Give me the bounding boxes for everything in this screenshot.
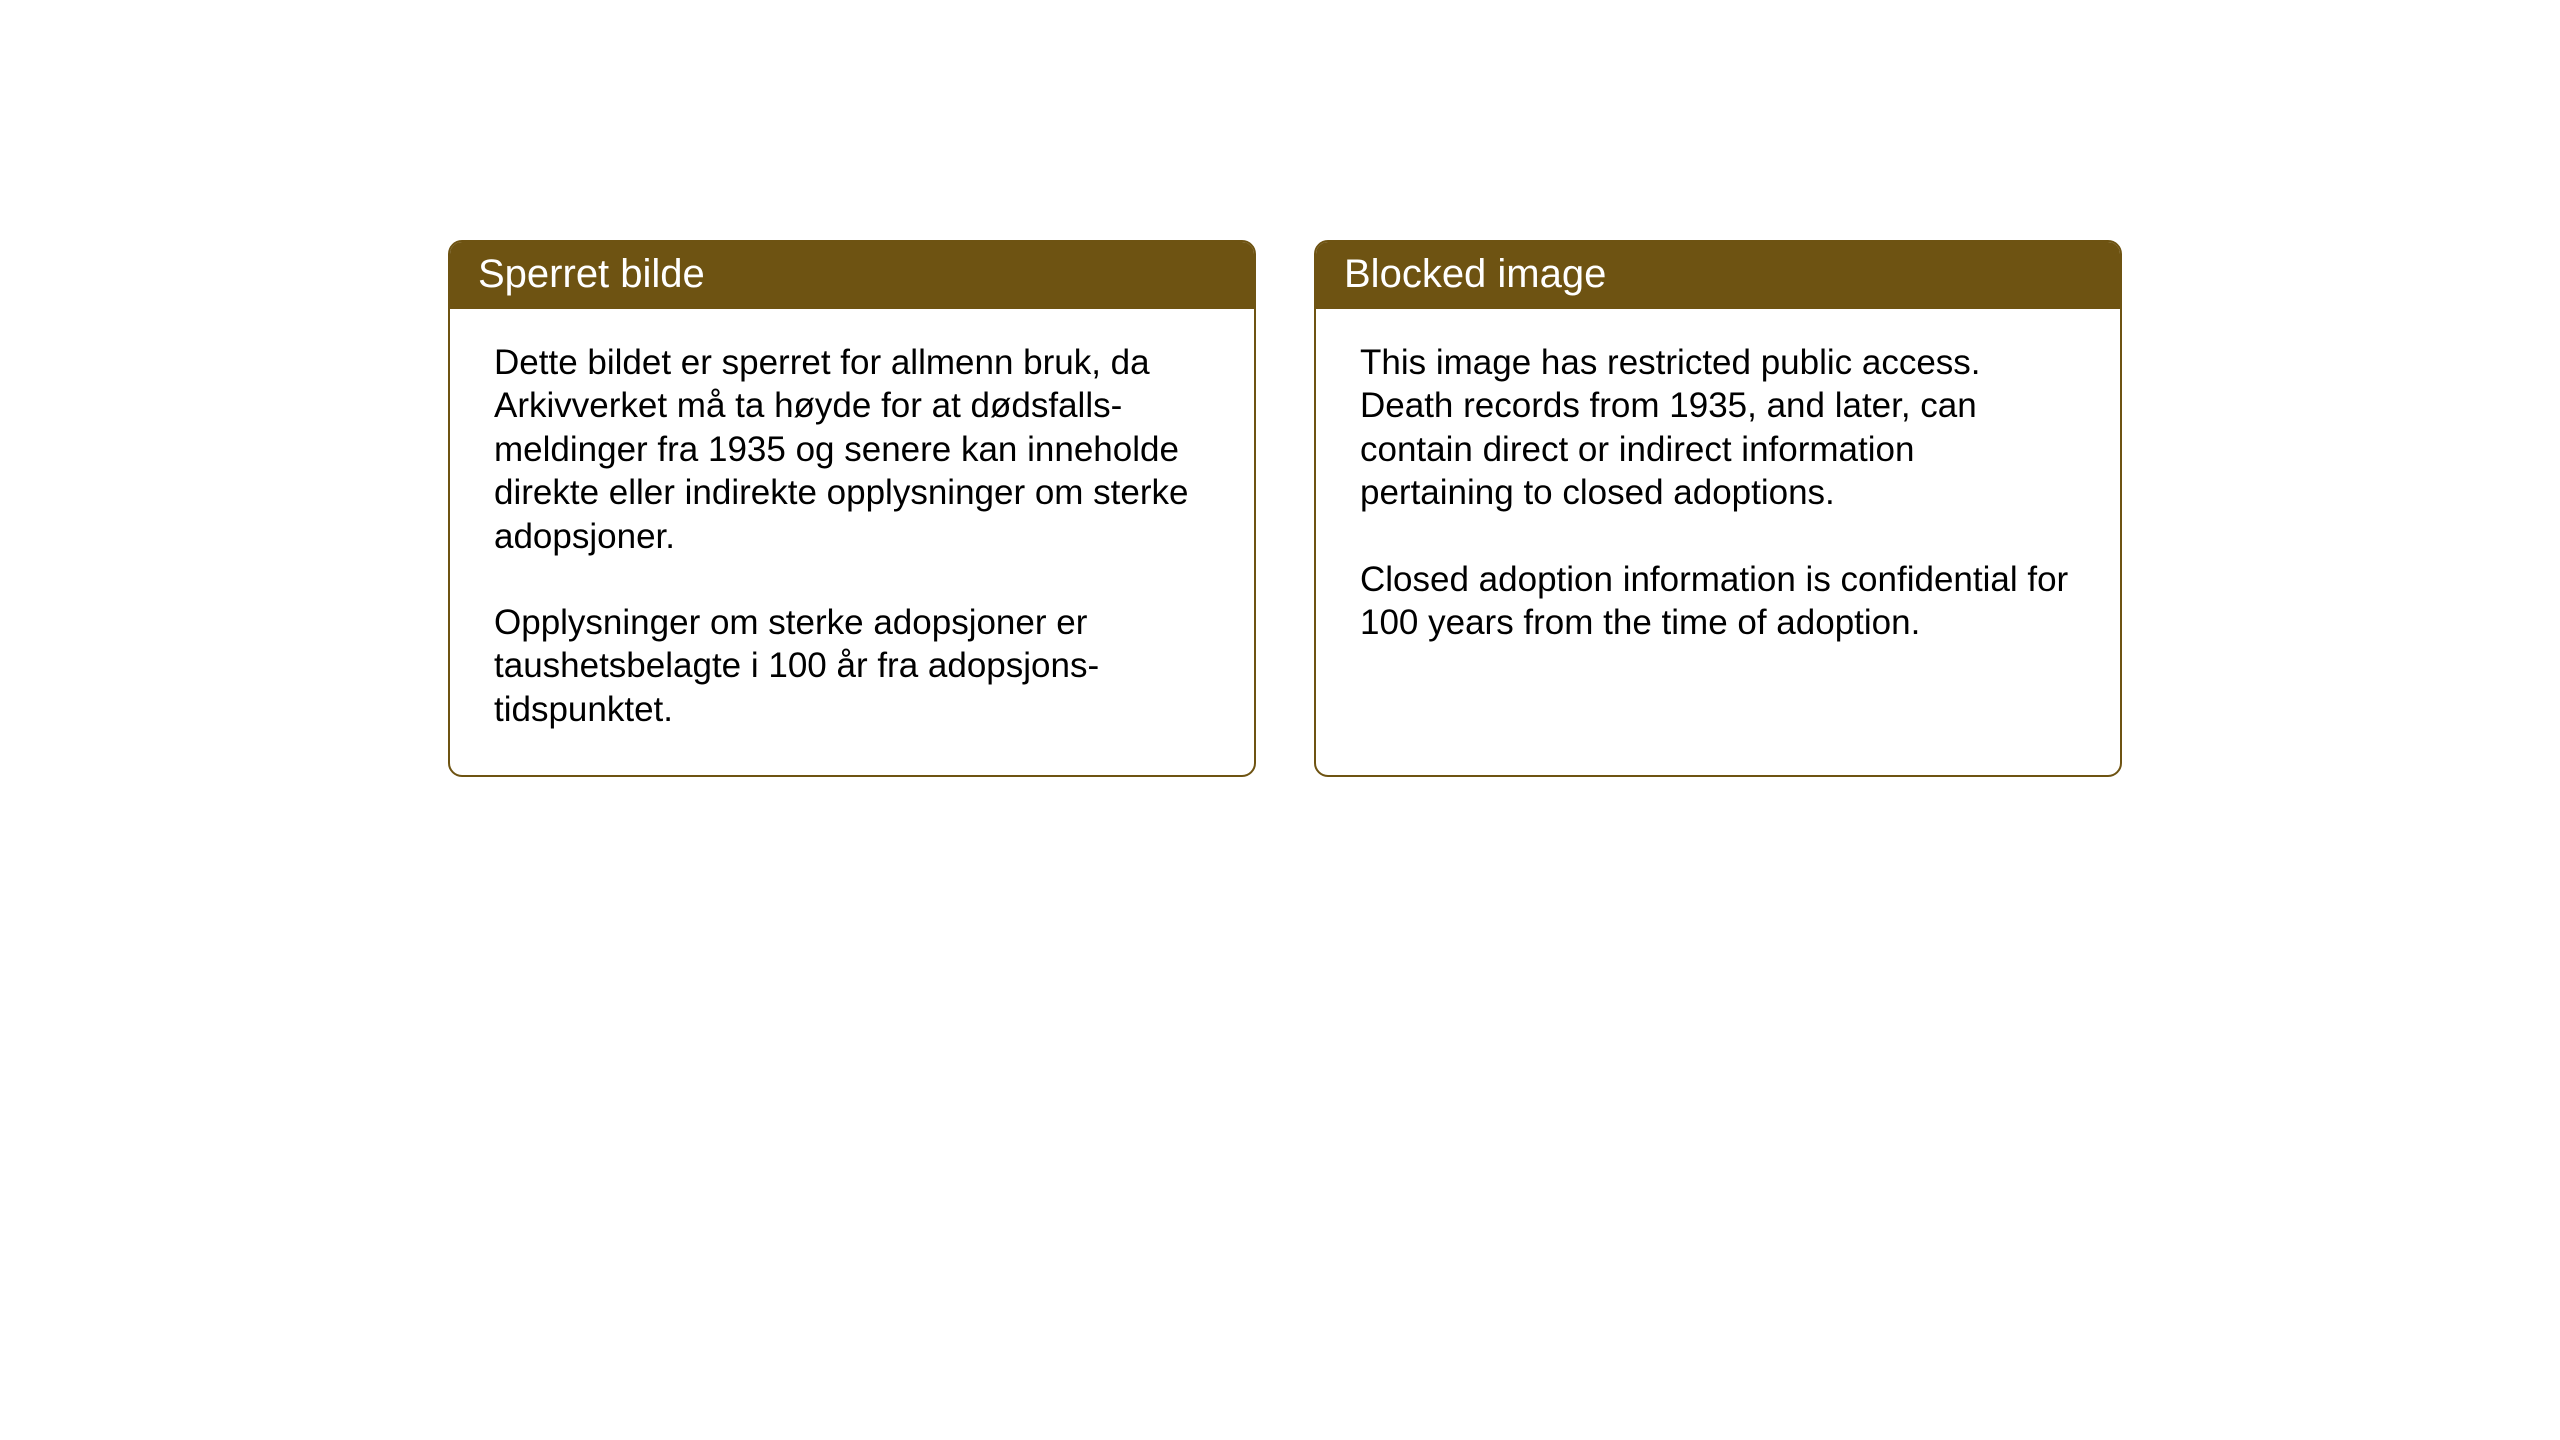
card-english-header: Blocked image bbox=[1316, 242, 2120, 309]
card-norwegian-paragraph-1: Dette bildet er sperret for allmenn bruk… bbox=[494, 341, 1210, 558]
card-english-paragraph-2: Closed adoption information is confident… bbox=[1360, 558, 2076, 645]
card-norwegian-header: Sperret bilde bbox=[450, 242, 1254, 309]
card-norwegian-body: Dette bildet er sperret for allmenn bruk… bbox=[450, 309, 1254, 775]
card-english-title: Blocked image bbox=[1344, 252, 1606, 296]
cards-container: Sperret bilde Dette bildet er sperret fo… bbox=[448, 240, 2122, 777]
card-english: Blocked image This image has restricted … bbox=[1314, 240, 2122, 777]
card-english-body: This image has restricted public access.… bbox=[1316, 309, 2120, 688]
card-norwegian-paragraph-2: Opplysninger om sterke adopsjoner er tau… bbox=[494, 601, 1210, 731]
card-norwegian: Sperret bilde Dette bildet er sperret fo… bbox=[448, 240, 1256, 777]
card-norwegian-title: Sperret bilde bbox=[478, 252, 705, 296]
card-english-paragraph-1: This image has restricted public access.… bbox=[1360, 341, 2076, 515]
